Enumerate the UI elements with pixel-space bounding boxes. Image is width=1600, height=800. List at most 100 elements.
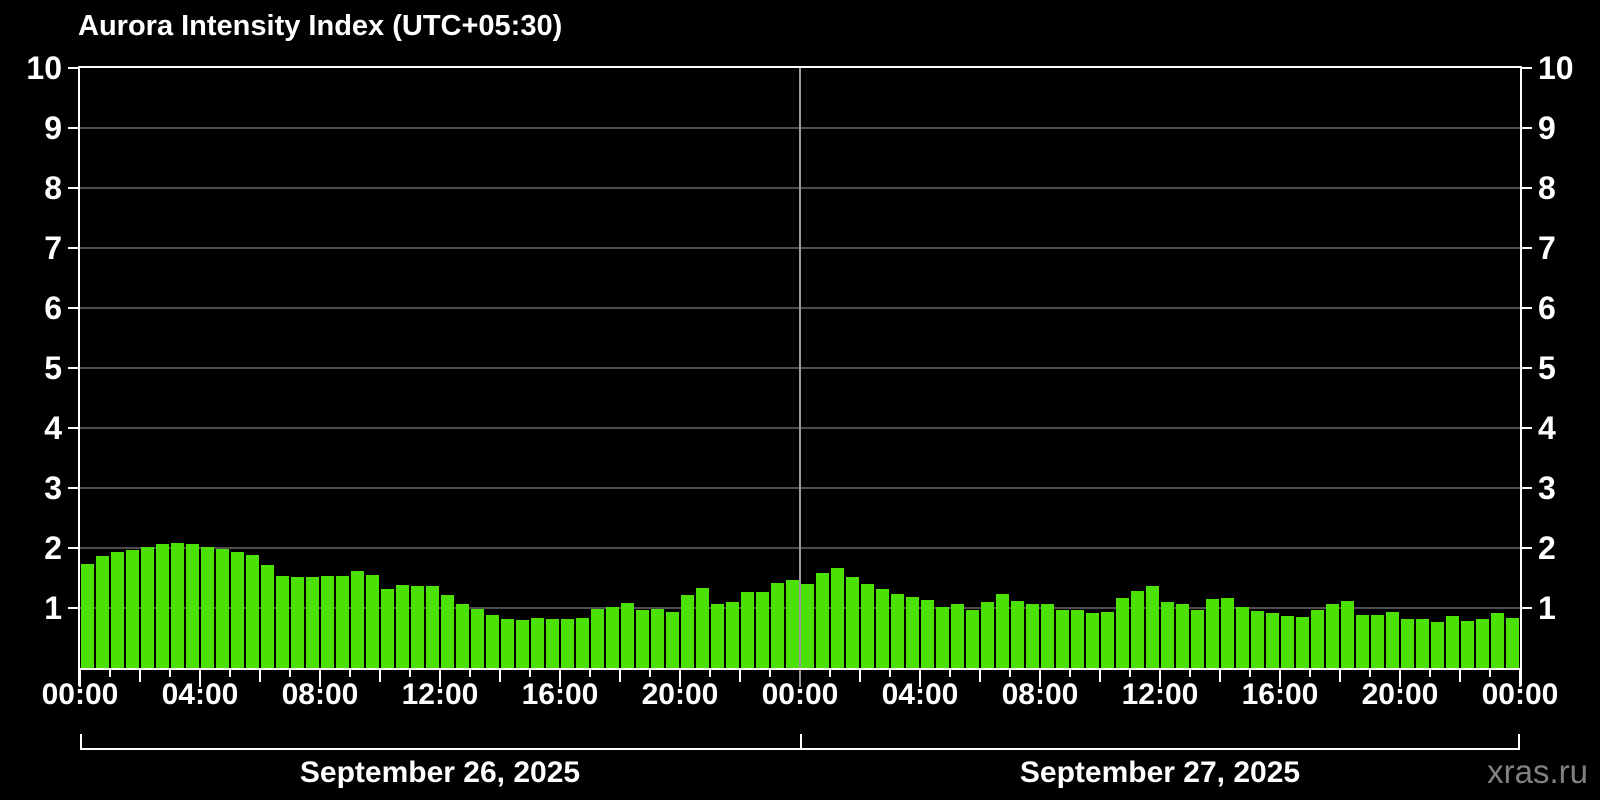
- intensity-bar: [1476, 619, 1489, 668]
- y-axis-label-right: 7: [1538, 230, 1556, 266]
- intensity-bar: [981, 602, 994, 668]
- intensity-bar: [231, 552, 244, 668]
- intensity-bar: [876, 589, 889, 668]
- y-axis-label-left: 6: [44, 290, 62, 326]
- intensity-bar: [951, 604, 964, 668]
- x-tick: [1219, 670, 1221, 682]
- y-tick-left: [68, 607, 78, 609]
- date-label-sep26: September 26, 2025: [299, 756, 581, 789]
- intensity-bar: [531, 618, 544, 668]
- intensity-bar: [186, 544, 199, 668]
- intensity-bar: [396, 585, 409, 668]
- intensity-bar: [696, 588, 709, 668]
- x-tick: [529, 670, 531, 677]
- intensity-bar: [1071, 610, 1084, 668]
- y-tick-left: [68, 487, 78, 489]
- y-axis-label-left: 4: [44, 410, 62, 446]
- x-tick: [409, 670, 411, 677]
- y-tick-right: [1522, 127, 1532, 129]
- intensity-bar: [306, 577, 319, 668]
- y-axis-label-left: 7: [44, 230, 62, 266]
- x-tick: [949, 670, 951, 677]
- x-axis-time-label: 20:00: [641, 678, 719, 711]
- intensity-bar: [486, 615, 499, 668]
- y-tick-right: [1522, 487, 1532, 489]
- intensity-bar: [1026, 604, 1039, 668]
- x-axis-time-label: 08:00: [281, 678, 359, 711]
- x-axis-time-label: 08:00: [1001, 678, 1079, 711]
- y-axis-label-left: 10: [26, 50, 62, 86]
- y-tick-right: [1522, 187, 1532, 189]
- x-tick: [1249, 670, 1251, 677]
- intensity-bar: [516, 620, 529, 668]
- x-tick: [169, 670, 171, 677]
- intensity-bar: [1041, 604, 1054, 668]
- intensity-bar: [636, 610, 649, 668]
- date-bracket-tick: [800, 734, 802, 750]
- y-axis-label-right: 8: [1538, 170, 1556, 206]
- x-tick: [1069, 670, 1071, 677]
- intensity-bar: [1401, 619, 1414, 668]
- x-tick: [469, 670, 471, 677]
- intensity-bar: [246, 555, 259, 668]
- x-tick: [259, 670, 261, 682]
- intensity-bar: [366, 575, 379, 668]
- x-tick: [1429, 670, 1431, 677]
- intensity-bar: [471, 609, 484, 668]
- intensity-bar: [276, 576, 289, 668]
- intensity-bar: [291, 577, 304, 668]
- x-tick: [1369, 670, 1371, 677]
- x-axis-time-label: 04:00: [881, 678, 959, 711]
- y-axis-label-left: 8: [44, 170, 62, 206]
- intensity-bar: [1416, 619, 1429, 668]
- x-axis-time-label: 20:00: [1361, 678, 1439, 711]
- y-axis-label-right: 10: [1538, 50, 1574, 86]
- x-tick: [289, 670, 291, 677]
- intensity-bar: [846, 577, 859, 668]
- day-separator-line: [799, 68, 801, 668]
- y-tick-right: [1522, 307, 1532, 309]
- intensity-bar: [156, 544, 169, 668]
- intensity-bar: [456, 604, 469, 668]
- intensity-bar: [1266, 613, 1279, 668]
- intensity-bar: [576, 618, 589, 668]
- x-tick: [439, 670, 441, 687]
- x-tick: [379, 670, 381, 682]
- intensity-bar: [1176, 604, 1189, 668]
- x-axis-time-label: 16:00: [1241, 678, 1319, 711]
- date-bracket-tick: [1518, 734, 1520, 750]
- intensity-bar: [1311, 610, 1324, 668]
- intensity-bar: [381, 589, 394, 668]
- intensity-bar: [621, 603, 634, 668]
- intensity-bar: [111, 552, 124, 668]
- chart-title: Aurora Intensity Index (UTC+05:30): [78, 10, 563, 42]
- x-tick: [79, 670, 81, 687]
- x-tick: [1039, 670, 1041, 687]
- intensity-bar: [831, 568, 844, 668]
- intensity-bar: [771, 583, 784, 668]
- intensity-bar: [441, 595, 454, 668]
- intensity-bar: [96, 556, 109, 668]
- x-tick: [829, 670, 831, 677]
- y-tick-left: [68, 247, 78, 249]
- intensity-bar: [501, 619, 514, 668]
- intensity-bar: [1011, 601, 1024, 668]
- date-label-sep27: September 27, 2025: [1019, 756, 1301, 789]
- intensity-bar: [786, 580, 799, 668]
- x-tick: [1339, 670, 1341, 682]
- x-tick: [619, 670, 621, 682]
- intensity-bar: [1206, 599, 1219, 668]
- x-tick: [919, 670, 921, 687]
- x-axis-time-label: 16:00: [521, 678, 599, 711]
- x-tick: [739, 670, 741, 682]
- intensity-bar: [1101, 612, 1114, 668]
- intensity-bar: [921, 600, 934, 668]
- intensity-bar: [1236, 607, 1249, 668]
- x-tick: [229, 670, 231, 677]
- x-tick: [559, 670, 561, 687]
- intensity-bar: [1341, 601, 1354, 668]
- intensity-bar: [1281, 616, 1294, 668]
- intensity-bar: [1191, 610, 1204, 668]
- y-axis-label-right: 2: [1538, 530, 1556, 566]
